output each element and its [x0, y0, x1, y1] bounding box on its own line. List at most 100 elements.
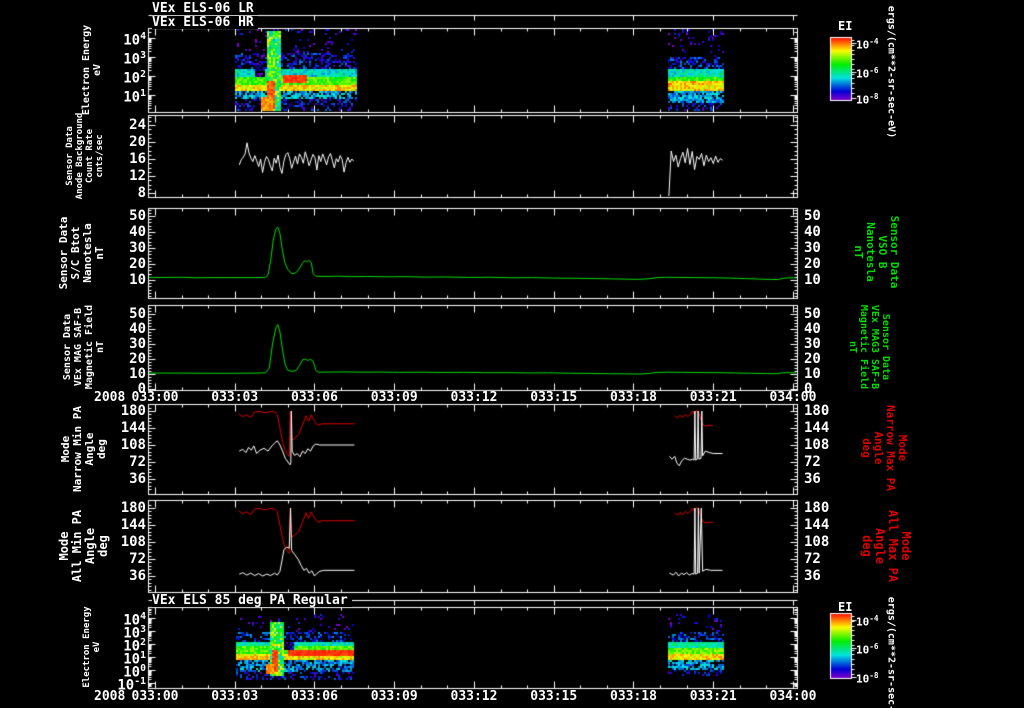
p7-ytick-label: 103 — [123, 624, 146, 642]
p4-ytick-label-right: 10 — [804, 366, 821, 382]
p2-ytick-label: 24 — [129, 117, 146, 133]
p6-ytick-label: 108 — [120, 534, 146, 550]
p6-ytick-label-right: 180 — [804, 500, 830, 516]
p5-ytick-label-right: 108 — [804, 437, 830, 453]
p4-ytick-label: 10 — [129, 366, 146, 382]
p1-ylabel: Electron Energy eV — [81, 24, 103, 116]
p7-ytick-label: 104 — [123, 611, 146, 629]
x-axis-year-mid: 2008 — [94, 390, 126, 405]
x-tick-label-bottom: 033:09 — [370, 689, 418, 704]
p3-ytick-label-right: 30 — [804, 240, 821, 256]
p5-ytick-label: 36 — [129, 471, 146, 487]
p1-ytick-label: 104 — [123, 31, 146, 49]
p3-ytick-label: 30 — [129, 240, 146, 256]
p5-ytick-label: 144 — [120, 420, 146, 436]
colorbar-ei-label: EI — [838, 600, 853, 614]
p6-ytick-label: 72 — [129, 551, 146, 567]
p3-ytick-label: 20 — [129, 256, 146, 272]
x-tick-label-mid: 034:00 — [769, 390, 817, 405]
p6-ytick-label-right: 108 — [804, 534, 830, 550]
p7-ylabel: Electron Energy eV — [82, 606, 102, 688]
p6-ylabel: Mode All Min PA Angle deg — [57, 509, 110, 583]
p5-right-label: Mode Narrow Max PA Angle deg — [860, 404, 909, 492]
p5-ytick-label: 108 — [120, 437, 146, 453]
p4-ytick-label-right: 30 — [804, 336, 821, 352]
p4-ytick-label: 30 — [129, 336, 146, 352]
p3-ytick-label: 40 — [129, 224, 146, 240]
p7-ytick-label: 100 — [123, 663, 146, 681]
p4-ytick-label-right: 20 — [804, 351, 821, 367]
p6-ytick-label: 36 — [129, 568, 146, 584]
x-tick-label-bottom: 034:00 — [769, 689, 817, 704]
colorbar-unit-label: ergs/(cm**2-sr-sec-eV) — [885, 596, 897, 708]
x-tick-label-mid: 033:03 — [211, 390, 259, 405]
p3-ytick-label: 10 — [129, 272, 146, 288]
p5-ylabel: Mode Narrow Min PA Angle deg — [59, 405, 108, 493]
p2-ytick-label: 20 — [129, 134, 146, 150]
x-tick-label-mid: 033:09 — [370, 390, 418, 405]
p2-ytick-label: 16 — [129, 151, 146, 167]
colorbar-tick-label: 10-4 — [856, 37, 879, 52]
x-tick-label-bottom: 033:15 — [530, 689, 578, 704]
colorbar-unit-label: ergs/(cm**2-sr-sec-eV) — [885, 5, 897, 139]
x-tick-label-bottom: 033:12 — [450, 689, 498, 704]
x-tick-label-bottom: 033:06 — [291, 689, 338, 704]
p4-ytick-label-right: 40 — [804, 321, 821, 337]
x-tick-label-bottom: 033:00 — [131, 689, 179, 704]
p6-ytick-label: 144 — [120, 517, 146, 533]
p5-ytick-label-right: 144 — [804, 420, 830, 436]
colorbar-tick-label: 10-8 — [856, 671, 879, 686]
colorbar-tick-label: 10-8 — [856, 92, 879, 107]
p6-ytick-label-right: 36 — [804, 568, 821, 584]
p5-ytick-label-right: 36 — [804, 471, 821, 487]
p3-ytick-label-right: 10 — [804, 272, 821, 288]
p7-ytick-label: 10-1 — [117, 676, 146, 694]
x-tick-label-mid: 033:21 — [689, 390, 737, 405]
p4-ytick-label: 40 — [129, 321, 146, 337]
p4-right-label: Sensor Data VEx MAG3 SAF-B Magnetic Fiel… — [847, 304, 891, 390]
x-axis-year-bottom: 2008 — [94, 689, 126, 704]
p6-right-label: Mode All Max PA Angle deg — [860, 509, 913, 583]
p7-ytick-label: 101 — [123, 650, 146, 668]
p4-ylabel: Sensor Data VEx MAG SAF-B Magnetic Field… — [62, 304, 106, 390]
x-tick-label-mid: 033:18 — [610, 390, 657, 405]
x-tick-label-mid: 033:12 — [450, 390, 498, 405]
panel1-title-hr: VEx ELS-06 HR — [152, 16, 258, 29]
p3-right-label: Sensor Data VSO B Nanotesla nT — [852, 215, 901, 289]
colorbar-tick-label: 10-4 — [856, 614, 879, 629]
x-tick-label-mid: 033:00 — [131, 390, 179, 405]
p3-ytick-label-right: 20 — [804, 256, 821, 272]
x-tick-label-mid: 033:15 — [530, 390, 578, 405]
p7-ytick-label: 102 — [123, 637, 146, 655]
x-tick-label-bottom: 033:21 — [689, 689, 737, 704]
p3-ytick-label-right: 50 — [804, 208, 821, 224]
x-tick-label-mid: 033:06 — [291, 390, 338, 405]
p2-ylabel: Sensor Data Anode Background Count Rate … — [65, 112, 105, 200]
p4-ytick-label: 20 — [129, 351, 146, 367]
colorbar-ei-label: EI — [838, 19, 853, 33]
p2-ytick-label: 8 — [137, 185, 146, 201]
p2-ytick-label: 12 — [129, 168, 146, 184]
p6-ytick-label: 180 — [120, 500, 146, 516]
p6-ytick-label-right: 72 — [804, 551, 821, 567]
p4-ytick-label-right: 0 — [804, 381, 813, 397]
p4-ytick-label-right: 50 — [804, 306, 821, 322]
p3-ylabel: Sensor Data S/C Btot Nanotesla nT — [57, 216, 106, 290]
p1-ytick-label: 103 — [123, 50, 146, 68]
p1-ytick-label: 101 — [123, 88, 146, 106]
colorbar-tick-label: 10-6 — [856, 642, 879, 657]
p3-ytick-label: 50 — [129, 208, 146, 224]
p6-ytick-label-right: 144 — [804, 517, 830, 533]
p3-ytick-label-right: 40 — [804, 224, 821, 240]
p5-ytick-label-right: 72 — [804, 454, 821, 470]
colorbar-tick-label: 10-6 — [856, 66, 879, 81]
p4-ytick-label: 0 — [137, 381, 146, 397]
p5-ytick-label: 72 — [129, 454, 146, 470]
p4-ytick-label: 50 — [129, 306, 146, 322]
p1-ytick-label: 102 — [123, 69, 146, 87]
p5-ytick-label-right: 180 — [804, 403, 830, 419]
x-tick-label-bottom: 033:03 — [211, 689, 259, 704]
